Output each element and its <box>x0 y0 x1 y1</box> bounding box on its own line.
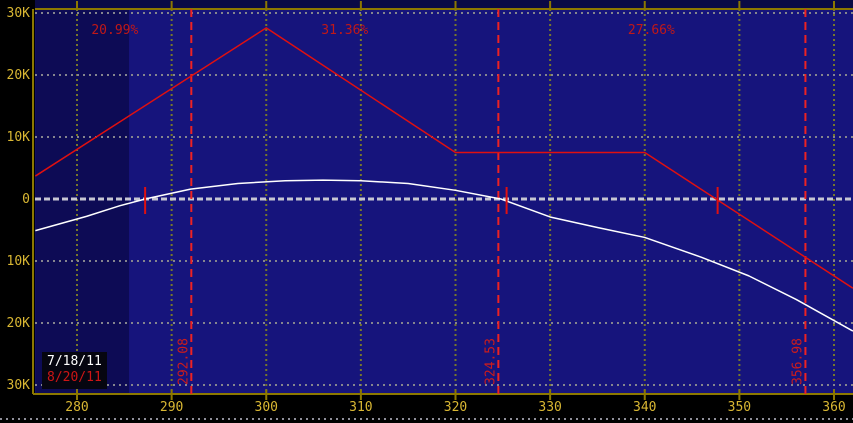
std-dev-price-label: 324.53 <box>483 338 498 385</box>
x-tick-label: 350 <box>728 400 751 415</box>
x-tick-label: 290 <box>160 400 183 415</box>
probability-label: 27.66% <box>628 23 675 38</box>
top-strip <box>35 0 853 9</box>
x-tick-label: 300 <box>255 400 278 415</box>
y-tick-label: - 30K <box>0 378 30 393</box>
std-dev-price-label: 292.08 <box>176 338 191 385</box>
y-tick-label: 0 <box>22 192 30 207</box>
current-date-label: 7/18/11 <box>47 354 102 369</box>
left-shaded-band <box>35 0 130 394</box>
probability-label: 31.36% <box>321 23 368 38</box>
x-tick-label: 310 <box>349 400 372 415</box>
x-tick-label: 320 <box>444 400 467 415</box>
probability-label: 20.99% <box>91 23 138 38</box>
y-tick-label: + 20K <box>0 68 30 83</box>
expiration-pnl-line <box>34 27 853 289</box>
y-tick-label: + 10K <box>0 130 30 145</box>
expiration-date-label: 8/20/11 <box>47 370 102 385</box>
y-tick-label: + 30K <box>0 6 30 21</box>
std-dev-price-label: 356.98 <box>790 338 805 385</box>
x-tick-label: 330 <box>538 400 561 415</box>
x-tick-label: 340 <box>633 400 656 415</box>
date-legend: 7/18/11 8/20/11 <box>42 352 107 389</box>
y-tick-label: - 10K <box>0 254 30 269</box>
y-tick-label: - 20K <box>0 316 30 331</box>
x-tick-label: 280 <box>65 400 88 415</box>
x-tick-label: 360 <box>822 400 845 415</box>
